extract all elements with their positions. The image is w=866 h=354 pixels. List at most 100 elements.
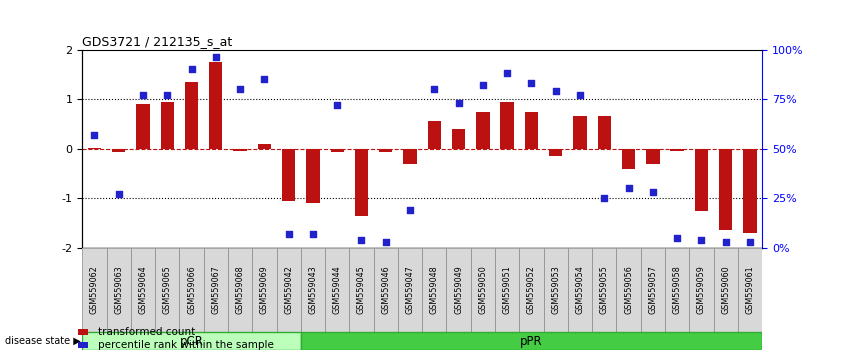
Bar xyxy=(258,144,271,149)
Bar xyxy=(714,248,738,332)
Point xyxy=(257,76,271,82)
Bar xyxy=(592,248,617,332)
Bar xyxy=(331,149,344,152)
Point xyxy=(160,92,174,98)
Text: GSM559061: GSM559061 xyxy=(746,266,754,314)
Bar xyxy=(301,248,325,332)
Point xyxy=(354,237,368,243)
Bar xyxy=(598,116,611,149)
Point xyxy=(501,70,514,76)
Text: GSM559062: GSM559062 xyxy=(90,266,99,314)
Bar xyxy=(520,248,544,332)
Bar xyxy=(689,248,714,332)
Bar xyxy=(179,248,204,332)
Point xyxy=(646,189,660,195)
Bar xyxy=(87,148,101,149)
Bar xyxy=(252,248,276,332)
Bar xyxy=(136,104,150,149)
Bar xyxy=(209,62,223,149)
Bar xyxy=(743,149,757,233)
Text: percentile rank within the sample: percentile rank within the sample xyxy=(98,340,274,350)
Text: GSM559045: GSM559045 xyxy=(357,266,366,314)
Bar xyxy=(82,248,107,332)
Point xyxy=(549,88,563,94)
Point xyxy=(525,80,539,86)
Point xyxy=(719,239,733,245)
Bar xyxy=(738,248,762,332)
Bar xyxy=(301,332,762,350)
Bar xyxy=(155,248,179,332)
Bar xyxy=(568,248,592,332)
Bar xyxy=(428,121,441,149)
Bar xyxy=(573,116,586,149)
Bar xyxy=(617,248,641,332)
Bar xyxy=(495,248,520,332)
Point xyxy=(695,237,708,243)
Point xyxy=(306,231,320,237)
Point xyxy=(281,231,295,237)
Text: pPR: pPR xyxy=(520,335,543,348)
Point xyxy=(403,207,417,213)
Text: GSM559065: GSM559065 xyxy=(163,266,171,314)
Text: GSM559055: GSM559055 xyxy=(600,266,609,314)
Point xyxy=(670,235,684,241)
Text: GSM559048: GSM559048 xyxy=(430,266,439,314)
Text: GSM559068: GSM559068 xyxy=(236,266,244,314)
Point xyxy=(136,92,150,98)
Bar xyxy=(646,149,660,164)
Bar xyxy=(476,112,489,149)
Bar xyxy=(160,102,174,149)
Bar xyxy=(544,248,568,332)
Bar xyxy=(184,82,198,149)
Text: GDS3721 / 212135_s_at: GDS3721 / 212135_s_at xyxy=(82,35,232,48)
Text: transformed count: transformed count xyxy=(98,327,195,337)
Bar xyxy=(228,248,252,332)
Bar xyxy=(471,248,495,332)
Bar xyxy=(670,149,684,151)
Text: GSM559066: GSM559066 xyxy=(187,266,196,314)
Text: GSM559059: GSM559059 xyxy=(697,266,706,314)
Bar xyxy=(325,248,349,332)
Point xyxy=(598,195,611,201)
Bar xyxy=(107,248,131,332)
Point xyxy=(330,102,344,108)
Bar xyxy=(349,248,373,332)
Text: GSM559051: GSM559051 xyxy=(502,266,512,314)
Text: GSM559043: GSM559043 xyxy=(308,266,318,314)
Bar xyxy=(379,149,392,152)
Bar xyxy=(665,248,689,332)
Bar xyxy=(282,149,295,201)
Text: GSM559052: GSM559052 xyxy=(527,266,536,314)
Point xyxy=(184,67,198,72)
Bar xyxy=(695,149,708,211)
Point xyxy=(209,55,223,60)
Point xyxy=(476,82,490,88)
Bar xyxy=(525,112,538,149)
Text: GSM559064: GSM559064 xyxy=(139,266,147,314)
Text: GSM559054: GSM559054 xyxy=(576,266,585,314)
Text: pCR: pCR xyxy=(179,335,204,348)
Text: GSM559069: GSM559069 xyxy=(260,266,268,314)
Text: GSM559046: GSM559046 xyxy=(381,266,391,314)
Text: GSM559067: GSM559067 xyxy=(211,266,220,314)
Point xyxy=(87,132,101,138)
Bar xyxy=(452,129,465,149)
Bar xyxy=(373,248,397,332)
Text: GSM559057: GSM559057 xyxy=(649,266,657,314)
Point xyxy=(622,185,636,191)
Text: GSM559058: GSM559058 xyxy=(673,266,682,314)
Point xyxy=(573,92,587,98)
Bar xyxy=(422,248,447,332)
Point xyxy=(428,86,442,92)
Point xyxy=(452,100,466,106)
Bar xyxy=(447,248,471,332)
Text: GSM559060: GSM559060 xyxy=(721,266,730,314)
Text: GSM559042: GSM559042 xyxy=(284,266,293,314)
Bar xyxy=(501,102,514,149)
Bar xyxy=(355,149,368,216)
Bar xyxy=(404,149,417,164)
Point xyxy=(743,239,757,245)
Bar xyxy=(549,149,562,156)
Bar xyxy=(204,248,228,332)
Text: GSM559053: GSM559053 xyxy=(552,266,560,314)
